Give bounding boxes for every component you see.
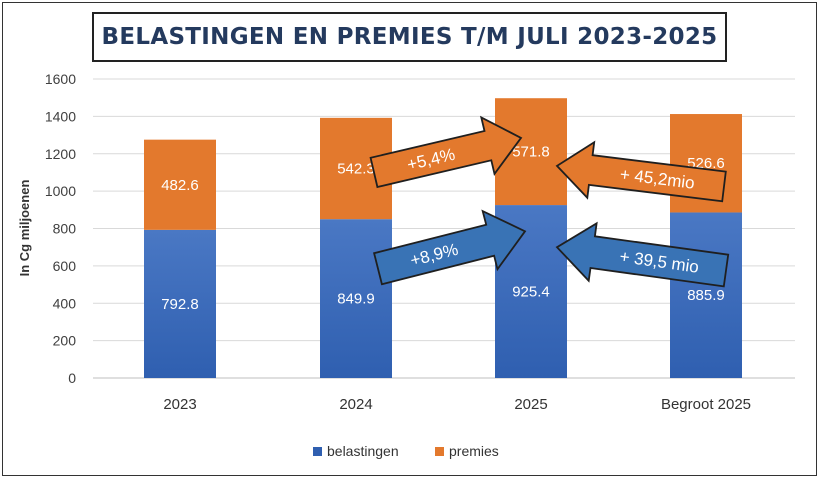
x-tick-label: 2023 [163,396,196,413]
y-tick-label: 400 [53,295,77,311]
x-axis-ticks: 2023 2024 2025 Begroot 2025 [163,396,751,413]
data-label-premies: 542.3 [337,161,375,178]
y-axis-label: In Cg miljoenen [17,180,32,277]
title-box: BELASTINGEN EN PREMIES T/M JULI 2023-202… [92,12,727,62]
y-tick-label: 200 [53,333,77,349]
arrow-belastingen-diff [555,221,730,288]
data-label-premies: 571.8 [512,144,550,161]
y-axis-ticks: 0 200 400 600 800 1000 1200 1400 1600 [45,71,76,386]
legend-label-belastingen: belastingen [327,443,399,459]
y-tick-label: 1600 [45,71,76,87]
x-tick-label: 2025 [514,396,547,413]
y-tick-label: 0 [68,370,76,386]
arrow-belastingen-growth [373,209,527,286]
data-label-premies: 482.6 [161,177,199,194]
arrow-premies-diff [555,140,727,203]
data-label-belastingen: 925.4 [512,284,550,301]
legend: belastingen premies [313,443,499,459]
legend-swatch-belastingen [313,447,322,456]
bar-belastingen-begroot-2025 [670,212,742,378]
x-tick-label: Begroot 2025 [661,396,751,413]
bar-belastingen-2024 [320,219,392,378]
data-label-belastingen: 792.8 [161,296,199,313]
annotation-arrows: +5,4%+ 45,2mio+8,9% + 39,5 mio [369,115,730,288]
y-tick-label: 800 [53,221,77,237]
x-tick-label: 2024 [339,396,372,413]
data-label-belastingen: 885.9 [687,287,725,304]
chart-title: BELASTINGEN EN PREMIES T/M JULI 2023-202… [101,24,718,50]
y-tick-label: 1400 [45,108,76,124]
y-tick-label: 1000 [45,183,76,199]
y-tick-label: 600 [53,258,77,274]
data-label-belastingen: 849.9 [337,291,375,308]
bar-belastingen-2023 [144,229,216,378]
bar-premies-2023 [144,139,216,230]
legend-swatch-premies [435,447,444,456]
arrow-premies-growth [369,115,523,189]
legend-label-premies: premies [449,443,499,459]
y-tick-label: 1200 [45,146,76,162]
